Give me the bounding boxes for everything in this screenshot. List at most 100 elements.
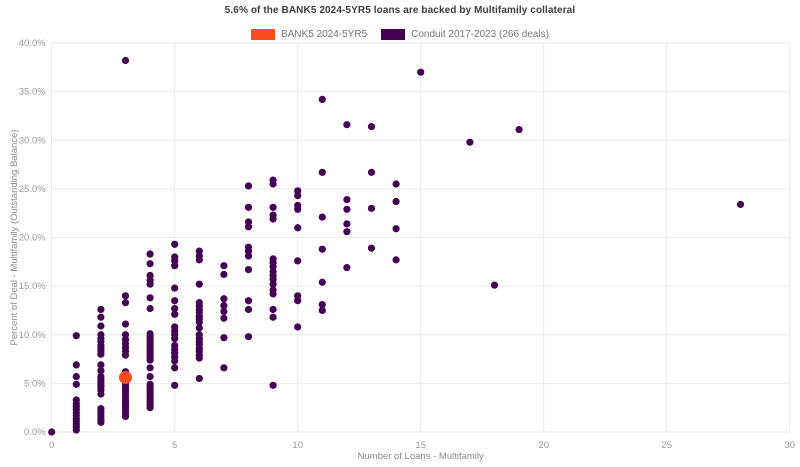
x-tick-label: 5 [172,440,177,451]
conduit-point [343,205,351,213]
conduit-point [220,270,228,279]
y-tick-label: 25.0% [19,184,46,195]
conduit-point [121,292,130,300]
conduit-point [417,68,425,76]
conduit-point [269,381,277,389]
x-tick-label: 15 [415,440,426,451]
conduit-point [466,138,474,146]
conduit-point [318,278,326,286]
conduit-point [72,372,80,381]
x-axis-title: Number of Loans - Multifamily [358,451,484,462]
conduit-point [72,332,80,340]
conduit-point [343,264,351,272]
conduit-point [97,418,105,426]
conduit-point [121,412,130,421]
conduit-point [269,180,277,188]
conduit-point [146,304,154,313]
conduit-point [490,281,499,289]
x-tick-label: 25 [661,440,672,451]
conduit-point [146,260,154,268]
conduit-point [367,123,376,131]
conduit-point [269,313,277,321]
conduit-point [195,280,203,288]
conduit-point [318,95,326,104]
conduit-point [97,361,105,369]
conduit-point [72,426,80,434]
bank5-point [119,371,132,385]
conduit-point [220,295,228,303]
conduit-point [171,240,179,248]
legend: BANK5 2024-5YR5 Conduit 2017-2023 (266 d… [0,27,800,41]
conduit-point [294,257,302,265]
chart-title: 5.6% of the BANK5 2024-5YR5 loans are ba… [224,5,576,16]
conduit-point [171,297,179,305]
conduit-point [146,250,154,258]
conduit-point [171,304,179,313]
conduit-point [97,350,105,358]
conduit-point [294,297,302,305]
conduit-point [244,297,253,305]
conduit-point [318,213,326,221]
conduit-point [367,168,376,176]
conduit-point [244,203,253,211]
y-tick-label: 15.0% [19,281,46,292]
conduit-point [171,364,179,372]
conduit-point [343,195,351,204]
conduit-point [736,200,745,209]
conduit-point [121,351,130,359]
conduit-point [121,56,130,65]
conduit-point [318,168,326,176]
y-tick-label: 5.0% [24,378,46,389]
conduit-point [244,333,253,341]
conduit-point [97,305,105,314]
conduit-point [269,203,277,211]
conduit-point [195,354,203,362]
conduit-point [146,356,154,364]
conduit-point [343,220,351,228]
conduit-point [294,224,302,232]
conduit-point [392,197,400,206]
conduit-point [343,228,351,236]
conduit-point [318,301,326,309]
y-tick-label: 40.0% [19,38,46,49]
conduit-point [367,204,376,212]
conduit-point [244,252,253,260]
conduit-point [515,125,523,134]
legend-label-conduit: Conduit 2017-2023 (266 deals) [411,28,550,40]
conduit-point [146,294,154,302]
conduit-point [220,314,228,322]
conduit-point [97,322,105,330]
conduit-point [146,364,154,372]
y-tick-label: 30.0% [19,135,46,146]
y-tick-label: 0.0% [24,427,46,438]
conduit-point [146,404,154,412]
conduit-point [195,374,203,383]
conduit-point [244,305,253,314]
y-axis-title: Percent of Deal - Multifamily (Outstandi… [9,130,20,346]
conduit-point [121,320,130,328]
conduit-point [294,323,302,331]
conduit-point [146,372,154,381]
y-tick-label: 10.0% [19,330,46,341]
legend-label-bank5: BANK5 2024-5YR5 [280,28,368,40]
conduit-point [367,244,376,252]
conduit-point [195,318,203,326]
y-tick-label: 20.0% [19,233,46,244]
legend-item-conduit: Conduit 2017-2023 (266 deals) [381,28,550,40]
conduit-point [244,265,253,274]
conduit-point [220,364,228,372]
conduit-point [195,256,203,264]
conduit-point [244,182,253,190]
conduit-point [220,307,228,316]
conduit-point [392,256,400,264]
legend-swatch-bank5 [250,28,275,40]
conduit-point [269,305,277,314]
conduit-point [244,223,253,231]
conduit-point [392,180,400,188]
x-tick-label: 20 [538,440,549,451]
conduit-point [318,245,326,253]
conduit-point [171,262,179,270]
conduit-point [392,225,400,233]
conduit-point [97,367,105,375]
